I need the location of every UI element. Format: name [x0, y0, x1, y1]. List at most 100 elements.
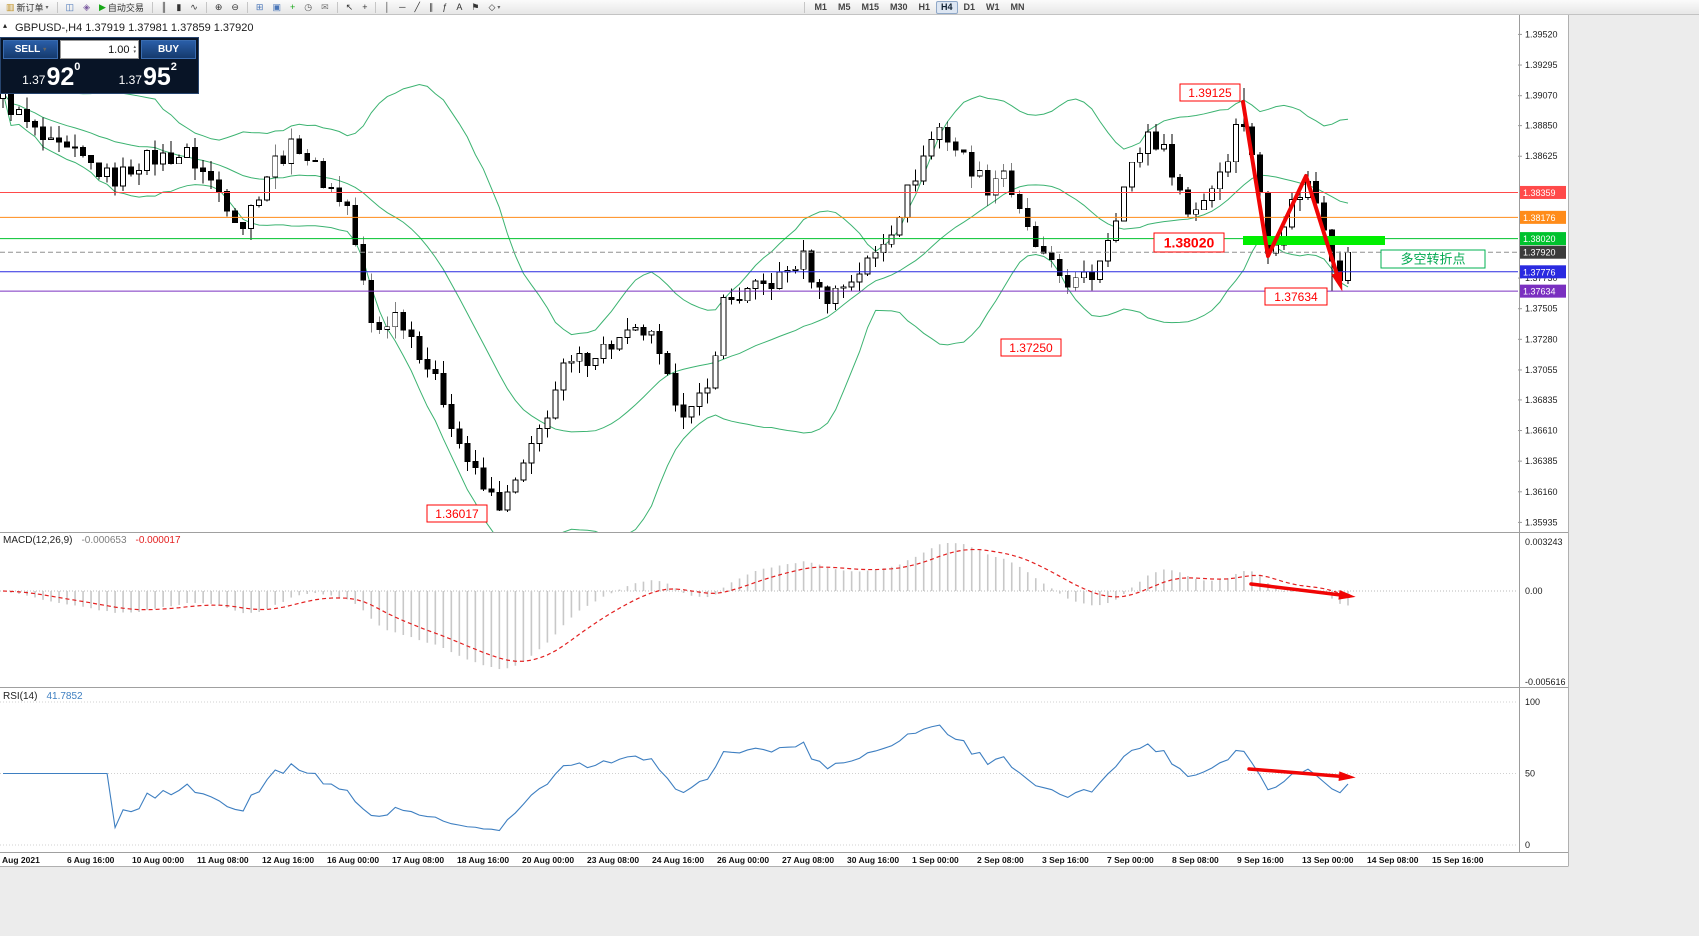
tile-windows-button[interactable]: ⊞: [252, 1, 268, 14]
sell-price-big: 92: [46, 63, 75, 91]
fibonacci-button[interactable]: ƒ: [438, 1, 451, 14]
trend-arrow: [1247, 767, 1351, 779]
svg-text:7 Sep 00:00: 7 Sep 00:00: [1107, 855, 1154, 865]
toolbar-separator: [205, 1, 207, 13]
timeframe-h4-button[interactable]: H4: [936, 0, 958, 14]
svg-text:Aug 2021: Aug 2021: [2, 855, 40, 865]
arrows-icon: ⚑: [471, 2, 480, 12]
horizontal-line-icon: ─: [399, 2, 406, 12]
svg-text:1.36017: 1.36017: [435, 507, 479, 521]
rsi-value: 41.7852: [46, 691, 83, 702]
timeframe-mn-button[interactable]: MN: [1010, 2, 1025, 12]
svg-text:20 Aug 00:00: 20 Aug 00:00: [522, 855, 574, 865]
timeframe-h1-button[interactable]: H1: [918, 2, 931, 12]
svg-text:1.37055: 1.37055: [1525, 365, 1558, 375]
sell-price[interactable]: 1.37 92 0: [3, 59, 100, 91]
svg-text:1.36385: 1.36385: [1525, 456, 1558, 466]
tile-windows-icon: ⊞: [255, 2, 264, 12]
sell-button[interactable]: SELL ▾: [3, 40, 58, 59]
arrows-button[interactable]: ⚑: [467, 1, 483, 14]
svg-text:26 Aug 00:00: 26 Aug 00:00: [717, 855, 769, 865]
timeframe-m15-button[interactable]: M15: [861, 2, 879, 12]
svg-text:100: 100: [1525, 697, 1540, 707]
svg-text:1.39125: 1.39125: [1188, 86, 1232, 100]
buy-price[interactable]: 1.37 95 2: [100, 59, 197, 91]
line-chart-type-button[interactable]: ∿: [186, 1, 202, 14]
timeframe-m5-button[interactable]: M5: [837, 2, 851, 12]
zoom-in-icon: ⊕: [214, 2, 223, 12]
sell-button-label: SELL: [14, 44, 41, 55]
toolbar-separator: [336, 1, 338, 13]
autotrading-button[interactable]: ▶ 自动交易: [95, 1, 148, 14]
svg-text:18 Aug 16:00: 18 Aug 16:00: [457, 855, 509, 865]
period-icon: ◷: [304, 2, 313, 12]
text-icon: A: [456, 2, 463, 12]
macd-label: MACD(12,26,9) -0.000653 -0.000017: [3, 535, 190, 546]
svg-text:16 Aug 00:00: 16 Aug 00:00: [327, 855, 379, 865]
trendline-button[interactable]: ╱: [410, 1, 423, 14]
buy-button-label: BUY: [157, 44, 180, 55]
svg-text:14 Sep 08:00: 14 Sep 08:00: [1367, 855, 1419, 865]
svg-text:13 Sep 00:00: 13 Sep 00:00: [1302, 855, 1354, 865]
candlestick-chart-type-button[interactable]: ▮: [172, 1, 185, 14]
timeframe-m30-button[interactable]: M30: [889, 2, 908, 12]
svg-text:11 Aug 08:00: 11 Aug 08:00: [197, 855, 249, 865]
sell-dropdown-icon: ▾: [43, 47, 47, 53]
cursor-icon: ↖: [345, 2, 354, 12]
horizontal-level-lines[interactable]: [0, 191, 1518, 292]
new-order-icon: ▥: [6, 2, 15, 12]
template-button[interactable]: ✉: [317, 1, 333, 14]
support-zone-highlight: [1243, 236, 1385, 245]
chart-annotations[interactable]: 1.39125 1.38020 1.37634 1.37250 1.36017 多空转折点: [426, 83, 1486, 782]
add-indicator-button[interactable]: +: [286, 1, 299, 14]
one-click-collapse-icon[interactable]: ▴: [3, 21, 8, 30]
svg-text:1.37280: 1.37280: [1525, 334, 1558, 344]
chart-window-icon[interactable]: ◫: [62, 1, 79, 14]
new-order-button-label: 新订单: [16, 2, 44, 13]
dropdown-icon: ▾: [497, 4, 501, 11]
trendline-icon: ╱: [414, 2, 420, 12]
channel-button[interactable]: ∥: [425, 1, 438, 14]
cursor-button[interactable]: ↖: [342, 1, 358, 14]
stepper-up-icon[interactable]: ▴: [133, 43, 136, 50]
timeframe-m1-button[interactable]: M1: [814, 2, 827, 12]
horizontal-line-button[interactable]: ─: [395, 1, 409, 14]
auto-arrange-button[interactable]: ▣: [268, 1, 285, 14]
chart-ohlc-title: GBPUSD-,H4 1.37919 1.37981 1.37859 1.379…: [15, 22, 254, 34]
zoom-in-button[interactable]: ⊕: [211, 1, 227, 14]
time-axis[interactable]: Aug 2021 6 Aug 16:00 10 Aug 00:00 11 Aug 08…: [2, 855, 1484, 865]
svg-text:1.39520: 1.39520: [1525, 29, 1558, 39]
svg-text:1.38625: 1.38625: [1525, 151, 1558, 161]
stepper-down-icon[interactable]: ▾: [133, 48, 136, 55]
svg-text:1 Sep 00:00: 1 Sep 00:00: [912, 855, 959, 865]
svg-text:1.35935: 1.35935: [1525, 517, 1558, 527]
buy-button[interactable]: BUY: [141, 40, 196, 59]
macd-main-value: -0.000653: [81, 535, 127, 546]
macd-name: MACD(12,26,9): [3, 535, 73, 546]
svg-text:1.37776: 1.37776: [1523, 267, 1556, 277]
svg-text:8 Sep 08:00: 8 Sep 08:00: [1172, 855, 1219, 865]
auto-arrange-icon: ▣: [272, 2, 281, 12]
svg-text:1.37920: 1.37920: [1523, 248, 1556, 258]
zoom-out-button[interactable]: ⊖: [227, 1, 243, 14]
crosshair-button[interactable]: +: [358, 1, 371, 14]
svg-text:9 Sep 16:00: 9 Sep 16:00: [1237, 855, 1284, 865]
timeframe-w1-button[interactable]: W1: [986, 2, 1000, 12]
navigator-icon[interactable]: ◈: [79, 1, 94, 14]
volume-stepper[interactable]: ▴ ▾: [133, 43, 136, 55]
new-order-button[interactable]: ▥ 新订单 ▾: [2, 1, 53, 14]
toolbar-separator: [246, 1, 248, 13]
bar-chart-type-icon: ║: [160, 2, 168, 12]
volume-input[interactable]: 1.00 ▴ ▾: [60, 40, 139, 59]
period-button[interactable]: ◷: [300, 1, 316, 14]
shapes-button[interactable]: ◇ ▾: [485, 1, 505, 14]
price-axis[interactable]: 1.39520 1.39295 1.39070 1.38850 1.38625 1.377…: [1518, 14, 1566, 853]
bar-chart-type-button[interactable]: ║: [157, 1, 171, 14]
svg-text:1.36610: 1.36610: [1525, 426, 1558, 436]
vertical-line-button[interactable]: │: [380, 1, 394, 14]
svg-text:1.37250: 1.37250: [1009, 341, 1053, 355]
text-button[interactable]: A: [452, 1, 466, 14]
timeframe-d1-button[interactable]: D1: [963, 2, 976, 12]
vertical-line-icon: │: [384, 2, 391, 12]
